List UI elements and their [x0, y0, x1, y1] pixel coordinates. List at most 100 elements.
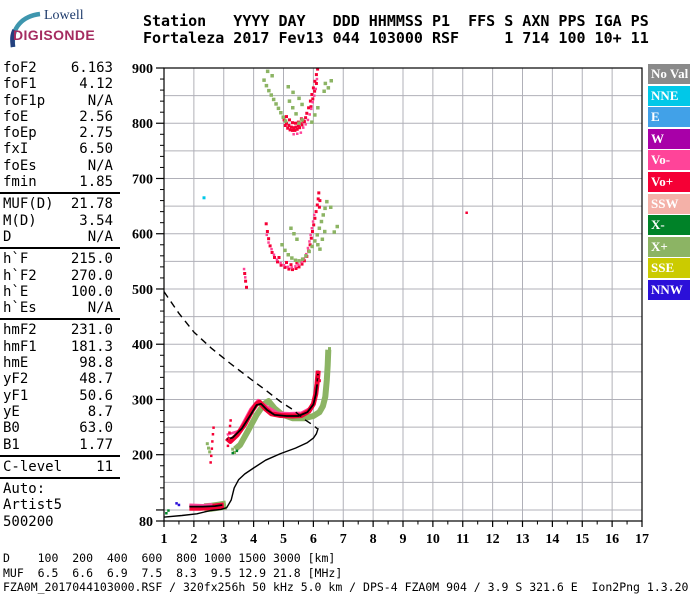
x-tick-label: 3 [220, 532, 227, 547]
y-tick-label: 700 [132, 172, 153, 187]
autoscaling-text: 500200 [3, 513, 54, 530]
param-label: foE [3, 108, 29, 125]
digisonde-logo: Lowell DIGISONDE [4, 5, 136, 51]
param-label: yF1 [3, 387, 29, 404]
param-label: MUF(D) [3, 196, 54, 213]
param-value: 1.77 [79, 436, 113, 453]
param-label: D [3, 228, 12, 245]
param-value: N/A [87, 228, 113, 245]
param-label: h`F [3, 251, 29, 268]
footer-block: D 100 200 400 600 800 1000 1500 3000 [km… [3, 551, 688, 595]
param-value: 6.163 [70, 60, 113, 76]
param-row-b1: B1 1.77 [0, 437, 120, 453]
param-label: h`F2 [3, 267, 37, 284]
header-block: Station YYYY DAY DDD HHMMSS P1 FFS S AXN… [143, 13, 649, 47]
param-value: N/A [87, 92, 113, 109]
param-label: B1 [3, 436, 20, 453]
x-tick-label: 7 [340, 532, 347, 547]
scatter-x-asymptote-top [325, 347, 331, 389]
x-tick-label: 5 [280, 532, 287, 547]
legend-item-e: E [648, 107, 690, 128]
param-row-fmin: fmin 1.85 [0, 174, 120, 190]
panel-separator [0, 477, 120, 480]
x-tick-label: 2 [190, 532, 197, 547]
param-value: 11 [96, 458, 113, 475]
y-tick-label: 80 [139, 515, 153, 530]
param-row-hf: h`F 215.0 [0, 251, 120, 267]
echo-direction-legend: No Val NNE E W Vo- Vo+ SSW X- X+ SSE NNW [648, 64, 690, 302]
param-row-he: h`E 100.0 [0, 284, 120, 300]
scatter-stray-nnw [175, 502, 181, 507]
muf-row: MUF 6.5 6.6 6.9 7.5 8.3 9.5 12.9 21.8 [M… [3, 565, 343, 580]
y-tick-label: 300 [132, 393, 153, 408]
param-row-ye: yE 8.7 [0, 404, 120, 420]
scatter-stray-x-minus [165, 449, 239, 515]
y-tick-label: 800 [132, 117, 153, 132]
legend-item-vo+: Vo+ [648, 171, 690, 192]
param-label: fxI [3, 141, 29, 158]
param-value: N/A [87, 157, 113, 174]
param-value: 181.3 [70, 338, 113, 355]
legend-item-noval: No Val [648, 64, 690, 84]
x-tick-label: 6 [310, 532, 317, 547]
param-value: 2.75 [79, 125, 113, 142]
param-label: yE [3, 403, 20, 420]
parameter-panel: foF2 6.163 foF1 4.12 foF1p N/A foE 2.56 foEp 2.75… [0, 60, 120, 530]
param-row-hf2: h`F2 270.0 [0, 268, 120, 284]
legend-item-sse: SSE [648, 258, 690, 279]
legend-item-ssw: SSW [648, 193, 690, 214]
param-value: 98.8 [79, 355, 113, 372]
param-value: 2.56 [79, 108, 113, 125]
param-row-b0: B0 63.0 [0, 420, 120, 436]
param-value: 215.0 [70, 251, 113, 268]
x-tick-label: 14 [545, 532, 559, 547]
y-tick-label: 900 [132, 62, 153, 77]
scatter-second-order-x [280, 199, 339, 263]
param-row-clevel: C-level 11 [0, 459, 120, 475]
param-label: hmF2 [3, 322, 37, 339]
legend-item-w: W [648, 128, 690, 149]
param-label: B0 [3, 420, 20, 437]
param-value: 21.78 [70, 196, 113, 213]
autoscaling-text: Auto: [3, 481, 46, 498]
header-column-titles: Station YYYY DAY DDD HHMMSS P1 FFS S AXN… [143, 12, 649, 30]
distance-row: D 100 200 400 600 800 1000 1500 3000 [km… [3, 551, 336, 565]
x-tick-label: 8 [370, 532, 377, 547]
param-row-fof1: foF1 4.12 [0, 76, 120, 92]
legend-item-x-: X- [648, 215, 690, 236]
panel-separator [0, 247, 120, 250]
legend-item-x+: X+ [648, 236, 690, 257]
param-value: 4.12 [79, 76, 113, 93]
param-row-foep: foEp 2.75 [0, 125, 120, 141]
param-row-hmf1: hmF1 181.3 [0, 339, 120, 355]
legend-item-nnw: NNW [648, 279, 690, 300]
x-tick-label: 1 [161, 532, 168, 547]
x-tick-label: 11 [456, 532, 469, 547]
trace-true-height-profile [164, 427, 319, 518]
param-row-hme: hmE 98.8 [0, 355, 120, 371]
param-value: 63.0 [79, 420, 113, 437]
y-tick-label: 200 [132, 449, 153, 464]
x-tick-label: 17 [635, 532, 649, 547]
param-row-fxi: fxI 6.50 [0, 141, 120, 157]
param-label: hmE [3, 355, 29, 372]
param-value: 231.0 [70, 322, 113, 339]
legend-item-vo-: Vo- [648, 150, 690, 171]
autoscaling-text: Artist5 [3, 497, 63, 514]
param-value: 270.0 [70, 267, 113, 284]
scatter-third-order-o [282, 68, 320, 132]
param-label: C-level [3, 458, 63, 475]
param-label: yF2 [3, 371, 29, 388]
scatter-third-order-x [262, 69, 333, 125]
autoscaling-info-row: Artist5 [0, 497, 120, 513]
trace-muf-transmission-curve [164, 291, 318, 430]
param-row-mufd: MUF(D) 21.78 [0, 196, 120, 212]
param-value: 48.7 [79, 371, 113, 388]
param-value: 50.6 [79, 387, 113, 404]
scatter-isolated-nne-echo [202, 196, 206, 200]
logo-text-lowell: Lowell [44, 8, 84, 23]
param-value: 8.7 [87, 403, 113, 420]
param-value: 100.0 [70, 283, 113, 300]
param-row-yf1: yF1 50.6 [0, 388, 120, 404]
